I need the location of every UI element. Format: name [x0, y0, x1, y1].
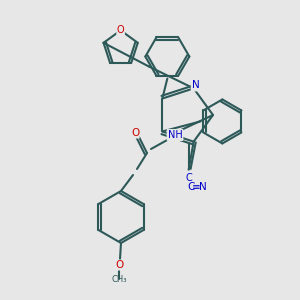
Text: N: N — [192, 80, 200, 90]
Text: NH: NH — [168, 130, 182, 140]
Text: O: O — [117, 26, 124, 35]
Text: C: C — [185, 172, 192, 183]
Text: C: C — [187, 182, 194, 192]
Text: O: O — [115, 260, 123, 270]
Text: N: N — [199, 182, 206, 192]
Text: ≡: ≡ — [192, 182, 201, 192]
Text: CH₃: CH₃ — [111, 274, 127, 284]
Text: O: O — [131, 128, 139, 138]
